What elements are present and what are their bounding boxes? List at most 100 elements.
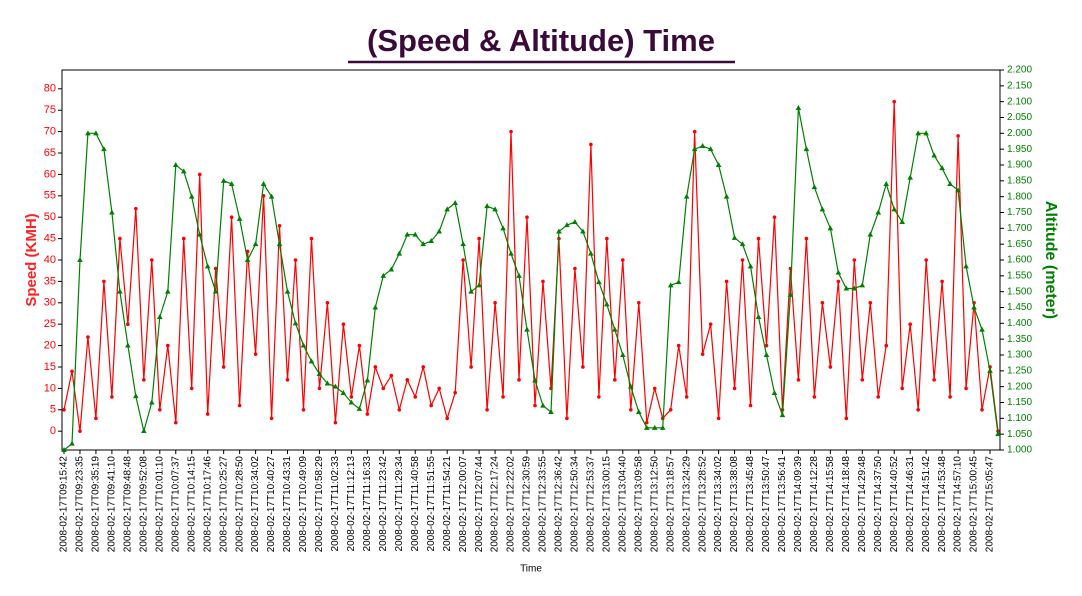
data-point <box>740 258 745 262</box>
data-point <box>133 393 139 399</box>
data-point <box>956 134 960 138</box>
x-tick-label: 2008-02-17T14:29:48 <box>857 456 868 553</box>
data-point <box>556 228 562 234</box>
data-point <box>86 335 90 339</box>
data-point <box>453 390 457 395</box>
data-point <box>747 263 754 269</box>
y-tick-label: 25 <box>44 318 56 330</box>
data-point <box>755 314 762 319</box>
data-point <box>277 223 282 228</box>
data-point <box>612 326 618 332</box>
x-tick-label: 2008-02-17T15:05:47 <box>985 456 996 553</box>
data-point <box>876 395 881 399</box>
data-point <box>78 429 82 433</box>
x-tick-label: 2008-02-17T10:40:27 <box>266 456 277 553</box>
data-point <box>237 403 242 408</box>
data-point <box>748 403 753 408</box>
data-point <box>795 105 802 110</box>
data-point <box>739 241 746 247</box>
data-point <box>493 300 497 305</box>
x-tick-label: 2008-02-17T12:36:42 <box>554 456 565 553</box>
data-point <box>836 279 841 284</box>
x-tick-label: 2008-02-17T09:35:19 <box>91 456 102 553</box>
data-point <box>468 288 474 294</box>
x-tick-label: 2008-02-17T12:17:24 <box>490 456 501 553</box>
data-point <box>963 263 969 269</box>
data-point <box>596 279 602 285</box>
data-point <box>763 352 770 357</box>
data-point <box>293 258 298 262</box>
data-point <box>118 236 122 241</box>
data-point <box>516 272 522 278</box>
x-tick-label: 2008-02-17T13:24:29 <box>681 456 692 553</box>
x-tick-label: 2008-02-17T10:49:09 <box>298 456 309 553</box>
data-point <box>236 215 243 221</box>
data-point <box>652 386 657 391</box>
data-point <box>477 236 481 241</box>
y-tick-label: 45 <box>44 233 56 245</box>
x-tick-label: 2008-02-17T14:53:48 <box>937 456 948 553</box>
x-tick-label: 2008-02-17T13:50:47 <box>761 456 772 553</box>
data-point <box>437 386 441 391</box>
data-point <box>102 279 106 284</box>
data-point <box>205 412 210 416</box>
data-point <box>708 322 713 326</box>
x-tick-label: 2008-02-17T14:18:48 <box>841 456 852 553</box>
data-point <box>109 209 115 215</box>
data-point <box>117 288 123 294</box>
data-point <box>875 209 882 215</box>
data-point <box>971 304 977 310</box>
data-point <box>948 395 952 399</box>
data-point <box>683 193 690 199</box>
y2-tick-label: 1.350 <box>1007 334 1032 345</box>
x-tick-label: 2008-02-17T10:25:27 <box>218 456 229 553</box>
data-point <box>524 326 530 332</box>
series-line <box>63 107 999 451</box>
data-point <box>388 266 395 272</box>
data-point <box>244 257 251 262</box>
y2-tick-label: 1.450 <box>1007 302 1032 313</box>
data-point <box>828 365 833 369</box>
x-tick-label: 2008-02-17T13:12:50 <box>649 456 660 553</box>
series-line <box>63 101 999 432</box>
data-point <box>771 390 778 395</box>
data-point <box>372 304 379 310</box>
data-point <box>939 165 945 171</box>
data-point <box>461 258 465 262</box>
data-point <box>716 416 721 421</box>
x-tick-label: 2008-02-17T14:40:52 <box>889 456 900 553</box>
x-tick-label: 2008-02-17T09:41:10 <box>107 456 118 553</box>
data-point <box>333 420 338 425</box>
data-point <box>324 380 331 386</box>
y-tick-label: 30 <box>44 297 56 309</box>
data-point <box>301 407 306 412</box>
x-tick-label: 2008-02-17T09:48:48 <box>123 456 134 553</box>
data-point <box>573 266 577 271</box>
data-point <box>979 326 985 332</box>
data-point <box>349 395 354 399</box>
x-axis-title: Time <box>520 564 542 575</box>
y-tick-label: 40 <box>44 254 56 266</box>
data-point <box>565 416 569 421</box>
data-point <box>260 181 267 186</box>
data-point <box>916 407 920 412</box>
data-point <box>844 416 849 421</box>
y-tick-label: 50 <box>44 211 56 223</box>
data-point <box>212 288 219 294</box>
x-tick-label: 2008-02-17T13:45:48 <box>745 456 756 553</box>
data-point <box>308 358 315 364</box>
data-point <box>947 181 953 186</box>
y2-tick-label: 1.200 <box>1007 381 1032 392</box>
y2-tick-label: 2.000 <box>1007 128 1032 139</box>
data-point <box>348 399 355 405</box>
data-point <box>819 206 826 212</box>
data-point <box>541 279 545 284</box>
data-point <box>843 285 850 291</box>
data-point <box>276 241 283 247</box>
data-point <box>389 373 394 378</box>
data-point <box>421 365 426 369</box>
data-point <box>94 416 98 421</box>
data-point <box>85 130 91 136</box>
data-point <box>501 395 505 399</box>
data-point <box>605 236 609 241</box>
